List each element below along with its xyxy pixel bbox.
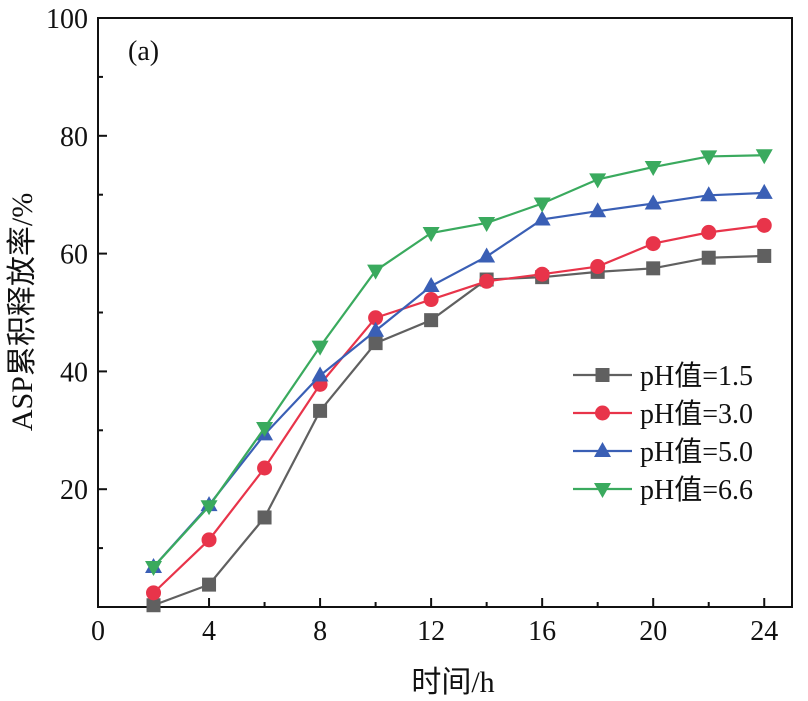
data-point: [700, 150, 718, 166]
data-point: [534, 266, 550, 282]
data-point: [423, 292, 439, 308]
y-tick-label: 20: [60, 475, 88, 506]
data-point: [145, 560, 163, 576]
legend-marker: [595, 405, 610, 421]
y-axis-title: ASP累积释放率/%: [6, 193, 39, 431]
data-point: [645, 236, 661, 252]
data-point: [590, 259, 606, 275]
plot-frame: [97, 17, 793, 608]
legend: pH值=1.5 pH值=3.0 pH值=5.0 pH值=6.6: [573, 360, 753, 506]
data-point: [201, 532, 217, 548]
series-line: [152, 224, 765, 594]
data-point: [478, 216, 496, 232]
data-point: [200, 500, 218, 516]
data-point: [589, 202, 607, 218]
y-tick-label: 40: [60, 357, 88, 388]
axes-layer: 0 4 8 12 16 20 24 20 40 60 80 100: [46, 4, 793, 647]
data-point: [701, 224, 717, 240]
x-axis-title: 时间/h: [411, 666, 494, 699]
legend-label: pH值=6.6: [640, 474, 753, 506]
x-tick-label: 16: [528, 616, 556, 647]
x-tick-label: 24: [750, 616, 778, 647]
legend-entry: pH值=3.0: [573, 398, 753, 430]
legend-entry: pH值=1.5: [573, 360, 753, 392]
x-tick-label: 12: [417, 616, 445, 647]
legend-label: pH值=5.0: [640, 436, 753, 468]
series-1: [146, 248, 772, 613]
data-point: [202, 577, 217, 592]
data-point: [146, 585, 162, 601]
data-point: [368, 336, 383, 351]
series-4: [145, 149, 773, 576]
data-point: [256, 421, 274, 437]
panel-label: (a): [128, 36, 159, 67]
data-point: [311, 366, 329, 382]
x-tick-label: 4: [202, 616, 216, 647]
data-point: [313, 403, 328, 418]
x-tick-label: 20: [639, 616, 667, 647]
legend-marker: [595, 368, 610, 382]
data-point: [644, 194, 662, 210]
data-point: [533, 197, 551, 213]
legend-marker: [594, 442, 611, 457]
legend-entry: pH值=6.6: [573, 474, 753, 506]
data-point: [701, 250, 716, 265]
data-point: [646, 261, 661, 276]
data-point: [589, 173, 607, 189]
legend-marker: [594, 483, 611, 498]
data-point: [644, 161, 662, 177]
data-point: [422, 276, 440, 292]
y-tick-label: 60: [60, 240, 88, 271]
series-line: [153, 254, 765, 607]
data-point: [424, 313, 439, 328]
legend-label: pH值=1.5: [640, 360, 753, 392]
series-line: [152, 154, 765, 568]
data-point: [756, 217, 772, 233]
data-point: [700, 186, 718, 202]
data-point: [367, 264, 385, 280]
data-point: [755, 183, 773, 199]
data-point: [755, 149, 773, 165]
series-line: [152, 191, 765, 568]
data-point: [422, 226, 440, 242]
data-point: [257, 460, 273, 476]
data-point: [479, 273, 495, 289]
data-point: [257, 510, 272, 525]
x-tick-label: 0: [91, 616, 105, 647]
data-point: [146, 598, 161, 613]
x-tick-label: 8: [313, 616, 327, 647]
data-point: [367, 321, 385, 337]
y-tick-label: 100: [46, 4, 88, 35]
data-point: [757, 248, 772, 263]
data-point: [478, 247, 496, 263]
data-point: [533, 210, 551, 226]
legend-label: pH值=3.0: [640, 398, 753, 430]
y-tick-label: 80: [60, 122, 88, 153]
data-point: [368, 310, 384, 326]
data-point: [311, 340, 329, 356]
series-layer: [145, 149, 773, 613]
legend-entry: pH值=5.0: [573, 436, 753, 468]
